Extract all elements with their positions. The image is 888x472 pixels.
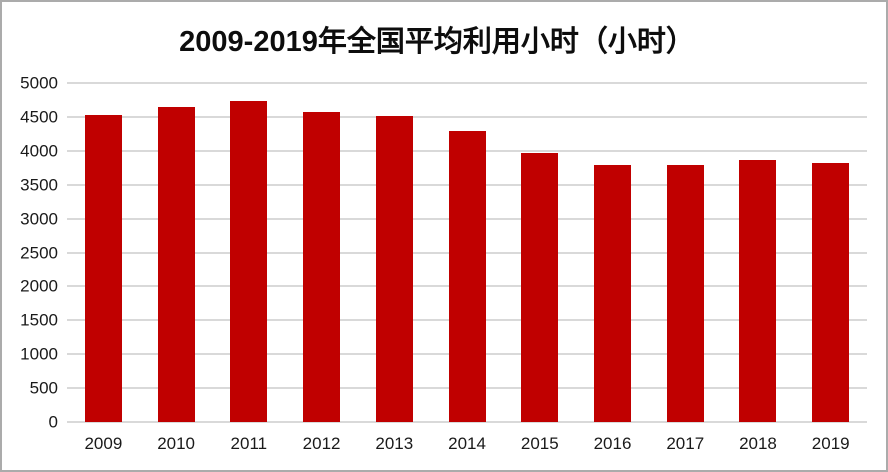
x-tick-label: 2016 [593, 434, 632, 453]
y-tick-label: 1500 [20, 310, 58, 330]
x-tick-label: 2009 [84, 434, 123, 453]
bar-slot [285, 83, 358, 422]
bar-slot [140, 83, 213, 422]
bar-slot [722, 83, 795, 422]
bar [521, 152, 559, 422]
gridline [67, 82, 867, 84]
bar [594, 165, 631, 422]
plot-area [67, 82, 867, 423]
x-tick-label: 2010 [157, 434, 196, 453]
x-tick-label: 2018 [739, 434, 777, 453]
bar [812, 162, 850, 422]
bar-slot [431, 83, 504, 422]
x-tick-label: 2014 [448, 434, 486, 453]
y-tick-label: 2000 [20, 276, 58, 296]
bar-slot [503, 83, 576, 422]
gridline [67, 115, 867, 118]
y-tick-label: 1000 [20, 344, 58, 364]
y-tick-label: 3000 [20, 209, 58, 229]
bar-slot [576, 83, 649, 422]
bar [666, 165, 704, 422]
bar-slot [358, 83, 431, 422]
x-axis-labels: 2009 2010 2011 2012 2013 2014 2015 2016 2017 2018… [67, 435, 867, 452]
x-tick-label: 2013 [375, 434, 414, 453]
y-axis-labels: 0 500 1000 1500 2000 2500 3000 3500 4000 4500 5000 [8, 75, 58, 431]
bar [375, 116, 413, 422]
y-tick-label: 2500 [20, 243, 58, 262]
bar [157, 106, 195, 422]
y-tick-label: 0 [48, 412, 58, 432]
y-tick-label: 4000 [20, 141, 58, 161]
bar-series [67, 83, 867, 422]
x-tick-label: 2011 [230, 434, 268, 453]
bar [739, 160, 777, 422]
bar [84, 115, 122, 422]
bar-slot [649, 83, 722, 422]
bar-slot [794, 83, 867, 422]
bar [230, 101, 268, 422]
x-tick-label: 2017 [666, 434, 705, 453]
bar [303, 112, 341, 422]
y-tick-label: 500 [29, 378, 58, 398]
gridline [67, 421, 867, 423]
bar [448, 131, 486, 422]
bar-slot [212, 83, 285, 422]
bar-slot [67, 83, 140, 422]
y-tick-label: 3500 [20, 175, 58, 195]
x-tick-label: 2012 [302, 434, 341, 453]
y-tick-label: 5000 [20, 73, 58, 93]
y-tick-label: 4500 [20, 107, 58, 127]
x-tick-label: 2019 [811, 434, 850, 453]
chart-title: 2009-2019年全国平均利用小时（小时） [179, 26, 695, 58]
x-tick-label: 2015 [520, 434, 559, 453]
